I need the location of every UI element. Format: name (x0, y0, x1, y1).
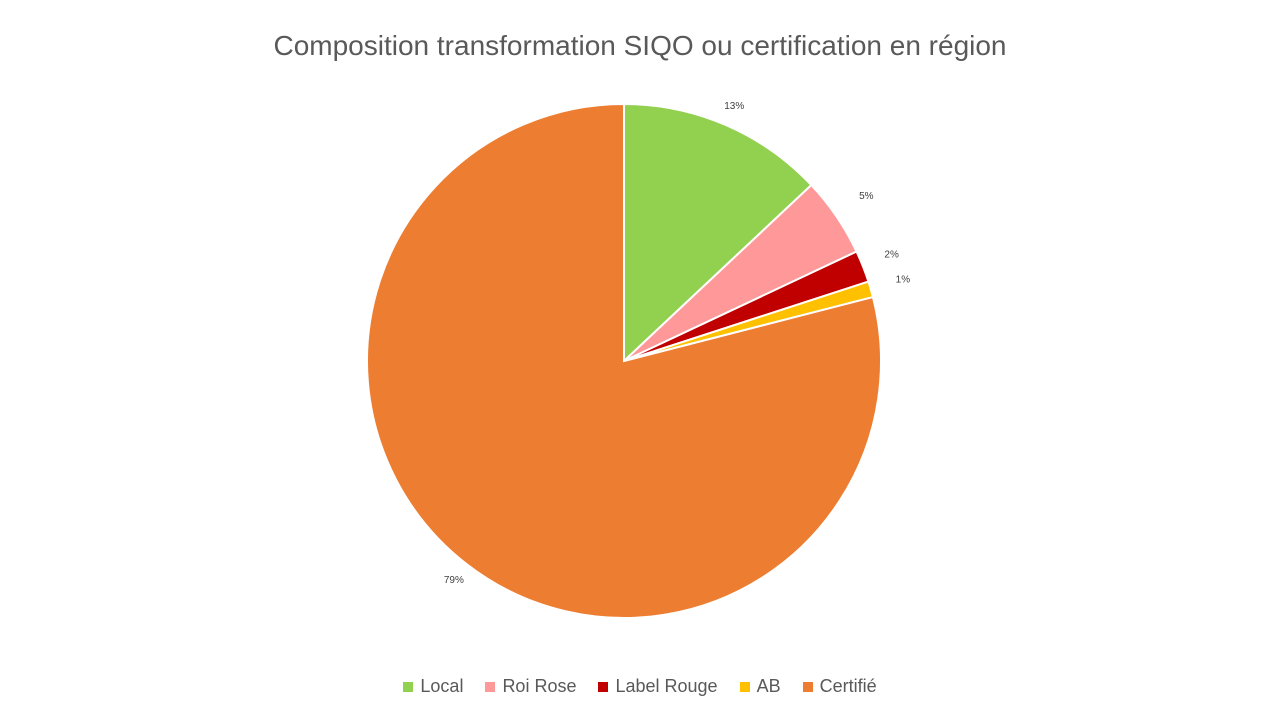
data-label-label-rouge: 2% (884, 250, 899, 261)
legend-item: Roi Rose (485, 676, 576, 697)
data-label-certifie: 79% (444, 575, 464, 586)
legend-label: Label Rouge (615, 676, 718, 696)
legend-label: Certifié (819, 676, 877, 696)
data-label-local: 13% (724, 101, 744, 112)
legend-swatch (739, 681, 750, 692)
legend-item: Local (403, 676, 463, 697)
legend-label: Local (420, 676, 464, 696)
data-label-ab: 1% (896, 275, 911, 286)
legend-swatch (598, 681, 609, 692)
legend-item: Label Rouge (598, 676, 718, 697)
pie-slice-certifie (366, 102, 882, 619)
data-label-roi-rose: 5% (859, 191, 874, 202)
chart-title: Composition transformation SIQO ou certi… (273, 30, 1007, 61)
legend-swatch (485, 681, 496, 692)
legend-swatch (403, 681, 414, 692)
legend-swatch (802, 681, 813, 692)
chart-legend: Local Roi Rose Label Rouge AB Certifié (0, 676, 1280, 697)
legend-item: AB (739, 676, 781, 697)
legend-item: Certifié (802, 676, 877, 697)
pie-slice-local (623, 102, 813, 364)
legend-label: Roi Rose (502, 676, 577, 696)
legend-label: AB (756, 676, 781, 696)
